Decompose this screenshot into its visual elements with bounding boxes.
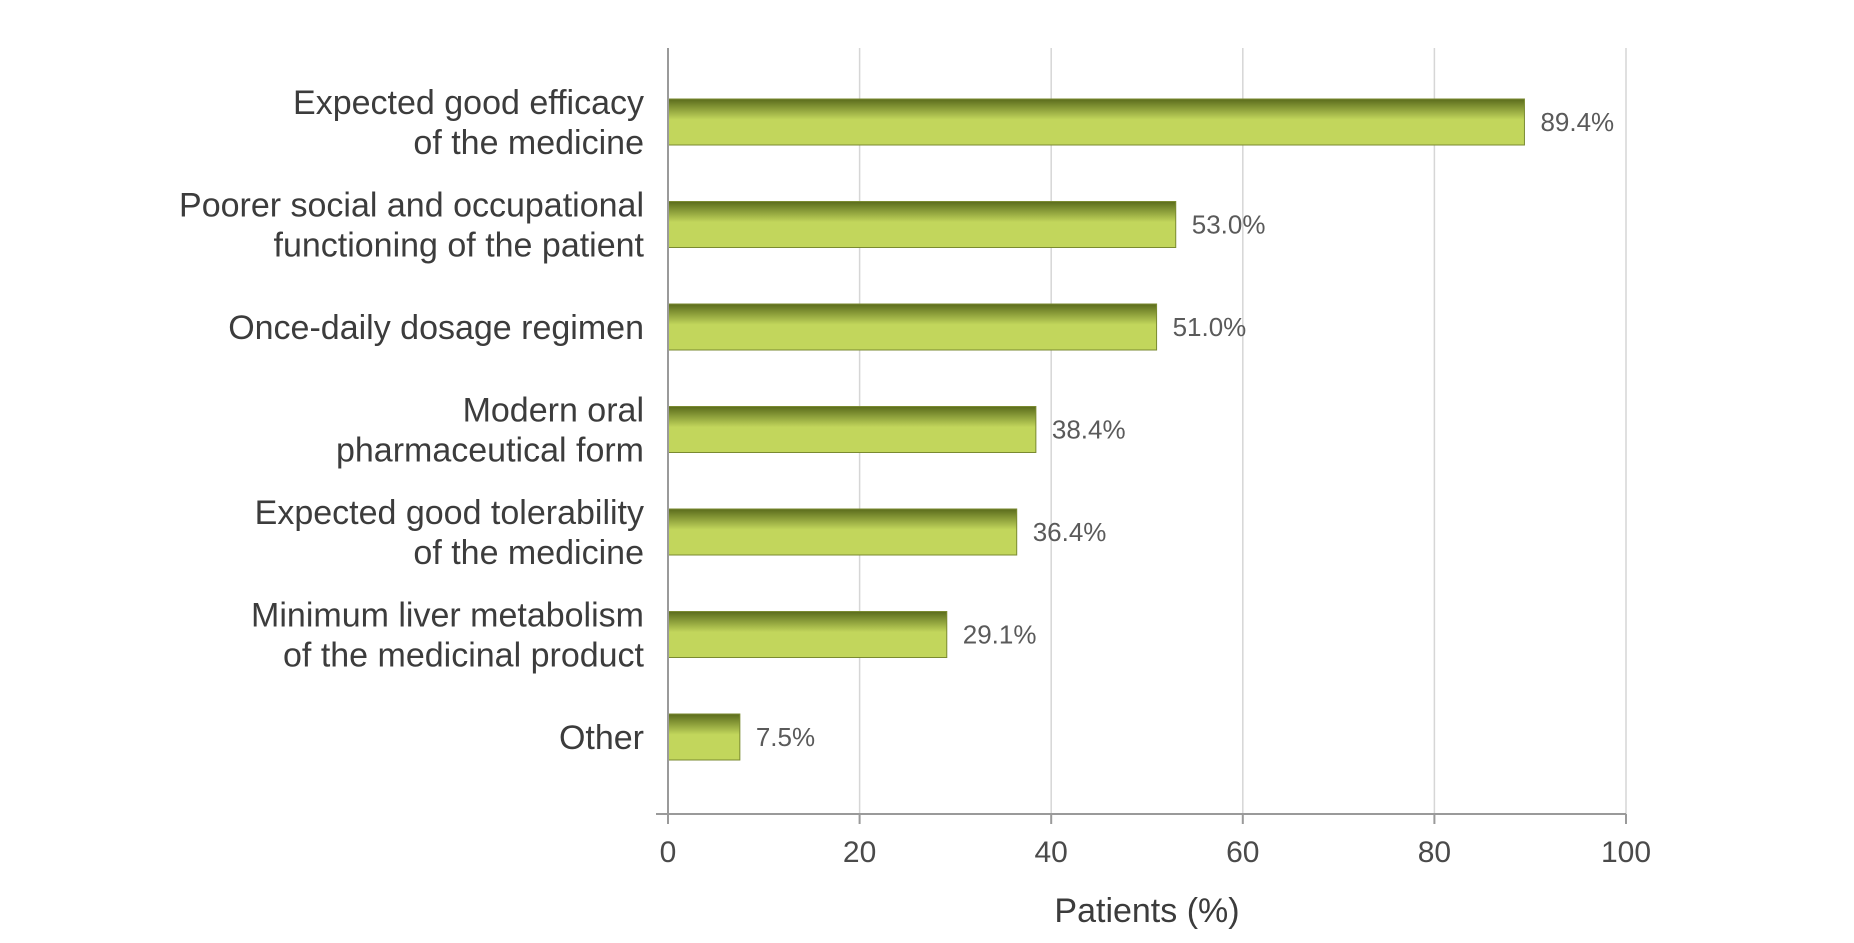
bar-value-label: 38.4% <box>1052 415 1126 445</box>
x-tick-label: 0 <box>660 836 677 869</box>
bar <box>667 303 1158 351</box>
category-label: Expected good tolerability of the medicin… <box>255 494 644 572</box>
bars: 89.4% 53.0% 51.0% 38.4% 36.4% 29.1% 7.5% <box>667 98 1614 761</box>
category-label: Once-daily dosage regimen <box>228 309 644 347</box>
category-label: Modern oral pharmaceutical form <box>336 392 644 470</box>
category-label: Minimum liver metabolism of the medicinal… <box>251 597 645 675</box>
grid-lines <box>858 48 1627 814</box>
bar-value-label: 89.4% <box>1540 107 1614 137</box>
bar <box>667 713 741 761</box>
category-label: Expected good efficacy of the medicine <box>293 84 644 162</box>
bar-value-label: 29.1% <box>963 620 1037 650</box>
bar <box>667 98 1525 146</box>
x-tick-label: 20 <box>843 836 876 869</box>
bar <box>667 406 1037 453</box>
x-tick-label: 100 <box>1601 836 1651 869</box>
bar <box>667 508 1018 556</box>
bar <box>667 611 948 658</box>
category-labels: Expected good efficacy of the medicine Poo… <box>179 84 645 757</box>
x-axis: 0 20 40 60 80 100 <box>656 48 1651 869</box>
bar-value-label: 7.5% <box>756 722 815 752</box>
x-axis-title: Patients (%) <box>1054 892 1239 930</box>
bar-value-label: 51.0% <box>1173 312 1247 342</box>
bar <box>667 201 1177 248</box>
x-tick-label: 80 <box>1418 836 1451 869</box>
x-tick-label: 60 <box>1226 836 1259 869</box>
bar-value-label: 36.4% <box>1033 517 1107 547</box>
category-label: Other <box>559 719 644 757</box>
x-tick-label: 40 <box>1035 836 1068 869</box>
category-label: Poorer social and occupational functionin… <box>179 187 645 265</box>
bar-value-label: 53.0% <box>1192 210 1266 240</box>
